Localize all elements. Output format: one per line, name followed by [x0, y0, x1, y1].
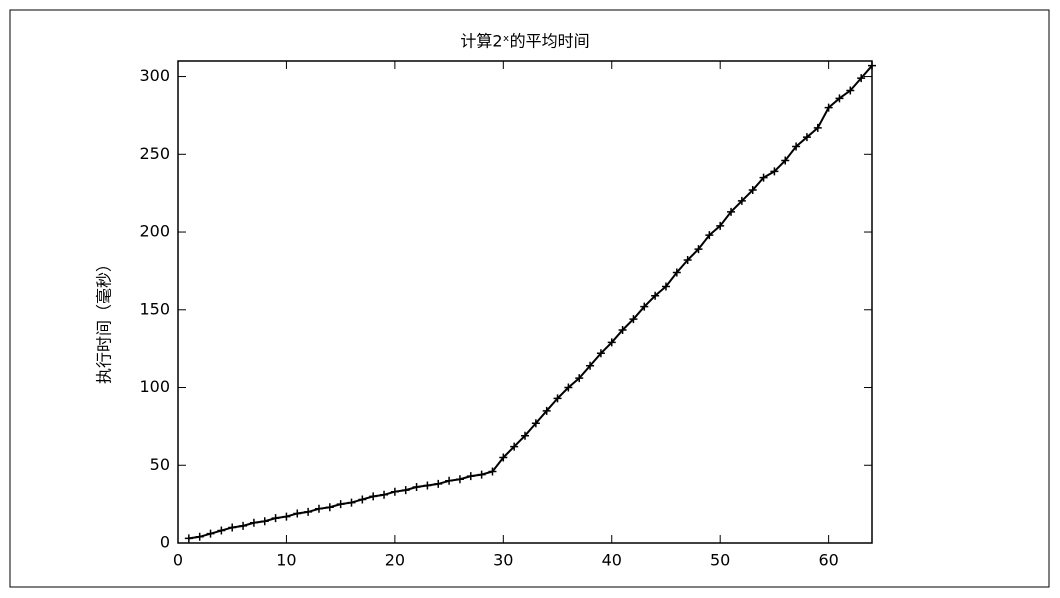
point-marker [488, 467, 497, 476]
point-marker [618, 325, 627, 334]
data-line [188, 65, 873, 540]
point-marker [727, 207, 736, 216]
point-marker [651, 291, 660, 300]
outer-frame [9, 9, 1050, 588]
plot-frame [177, 60, 873, 544]
point-marker [640, 302, 649, 311]
point-marker [260, 517, 269, 526]
point-marker [596, 349, 605, 358]
point-marker [792, 142, 801, 151]
point-marker [206, 529, 215, 538]
point-marker [716, 221, 725, 230]
point-marker [846, 86, 855, 95]
point-marker [705, 231, 714, 240]
point-marker [412, 483, 421, 492]
point-marker [521, 431, 529, 440]
point-marker [271, 514, 280, 523]
y-tick-label: 0 [160, 533, 170, 552]
point-marker [228, 523, 237, 532]
point-marker [802, 133, 811, 142]
point-marker [445, 476, 454, 485]
point-marker [672, 268, 681, 277]
point-marker [770, 167, 779, 176]
point-marker [586, 361, 595, 370]
x-tick-label: 50 [710, 551, 730, 570]
point-marker [434, 479, 443, 488]
point-marker [683, 256, 692, 265]
point-marker [575, 374, 584, 383]
point-marker [358, 495, 367, 504]
y-tick-label: 200 [139, 222, 170, 241]
y-tick-label: 250 [139, 144, 170, 163]
y-tick-label: 300 [139, 66, 170, 85]
point-marker [293, 509, 302, 518]
point-marker [542, 406, 551, 415]
x-tick-label: 30 [493, 551, 513, 570]
y-axis-label: 执行时间（毫秒） [95, 256, 114, 384]
y-tick-label: 100 [139, 377, 170, 396]
point-marker [868, 61, 876, 70]
point-marker [737, 196, 746, 205]
point-marker [824, 103, 833, 112]
point-marker [531, 419, 540, 428]
chart-title: 计算2ˣ的平均时间 [460, 32, 589, 51]
point-marker [455, 475, 464, 484]
point-marker [748, 186, 757, 195]
point-marker [607, 338, 616, 347]
point-marker [857, 74, 866, 83]
point-marker [325, 503, 334, 512]
x-tick-label: 0 [173, 551, 183, 570]
point-marker [249, 518, 258, 527]
point-marker [835, 94, 844, 103]
point-marker [390, 487, 399, 496]
point-marker [781, 156, 790, 165]
point-marker [195, 532, 204, 541]
point-marker [553, 394, 562, 403]
point-marker [759, 173, 768, 182]
point-marker [239, 521, 248, 530]
point-marker [314, 504, 323, 513]
point-marker [217, 526, 226, 535]
point-marker [347, 498, 356, 507]
y-tick-label: 150 [139, 299, 170, 318]
x-tick-label: 40 [602, 551, 622, 570]
point-marker [184, 534, 193, 543]
point-marker [661, 282, 670, 291]
x-tick-label: 60 [818, 551, 838, 570]
point-marker [629, 315, 638, 324]
point-marker [477, 470, 486, 479]
point-marker [401, 486, 410, 495]
y-tick-label: 50 [150, 455, 170, 474]
point-marker [380, 490, 389, 499]
point-marker [369, 492, 378, 501]
point-marker [499, 453, 508, 462]
x-tick-label: 20 [385, 551, 405, 570]
point-marker [423, 481, 432, 490]
x-tick-label: 10 [276, 551, 296, 570]
point-marker [694, 245, 703, 254]
point-marker [336, 500, 345, 509]
point-marker [564, 383, 573, 392]
point-marker [282, 512, 291, 521]
point-marker [466, 472, 475, 481]
point-marker [304, 507, 313, 516]
point-marker [813, 123, 822, 132]
point-marker [510, 442, 519, 451]
